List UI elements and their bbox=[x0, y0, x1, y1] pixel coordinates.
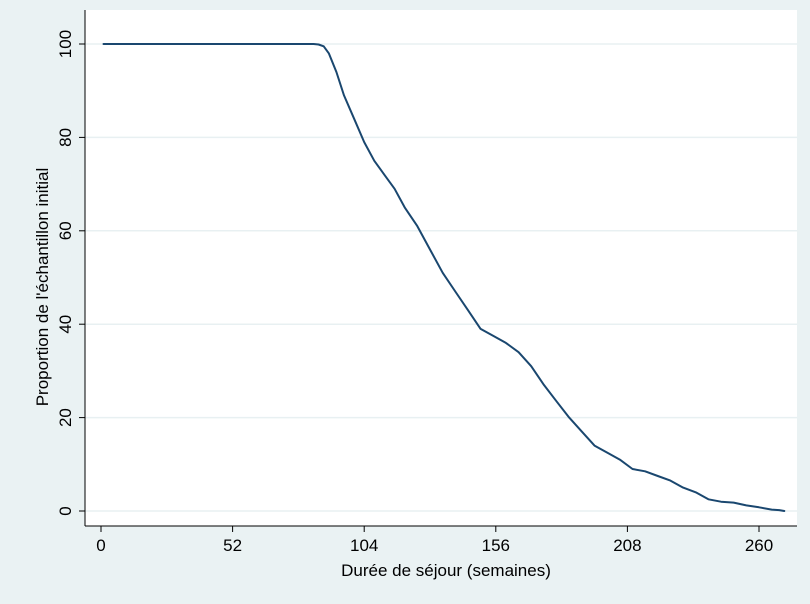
y-tick-label: 40 bbox=[56, 315, 75, 334]
x-tick-label: 104 bbox=[350, 536, 378, 555]
y-tick-label: 80 bbox=[56, 128, 75, 147]
y-tick-label: 20 bbox=[56, 408, 75, 427]
y-tick-label: 0 bbox=[56, 506, 75, 515]
x-tick-label: 260 bbox=[745, 536, 773, 555]
y-tick-label: 100 bbox=[56, 30, 75, 58]
x-axis-label: Durée de séjour (semaines) bbox=[341, 561, 551, 580]
y-tick-label: 60 bbox=[56, 221, 75, 240]
series-line bbox=[102, 43, 786, 512]
series-layer bbox=[102, 43, 786, 512]
axis-layer: 0 20 40 60 80 100 0 52 104 156 208 260 bbox=[56, 10, 797, 555]
x-tick-label: 156 bbox=[482, 536, 510, 555]
y-axis-label: Proportion de l'échantillon initial bbox=[33, 168, 52, 407]
x-tick-label: 52 bbox=[223, 536, 242, 555]
x-tick-label: 0 bbox=[96, 536, 105, 555]
x-tick-label: 208 bbox=[613, 536, 641, 555]
